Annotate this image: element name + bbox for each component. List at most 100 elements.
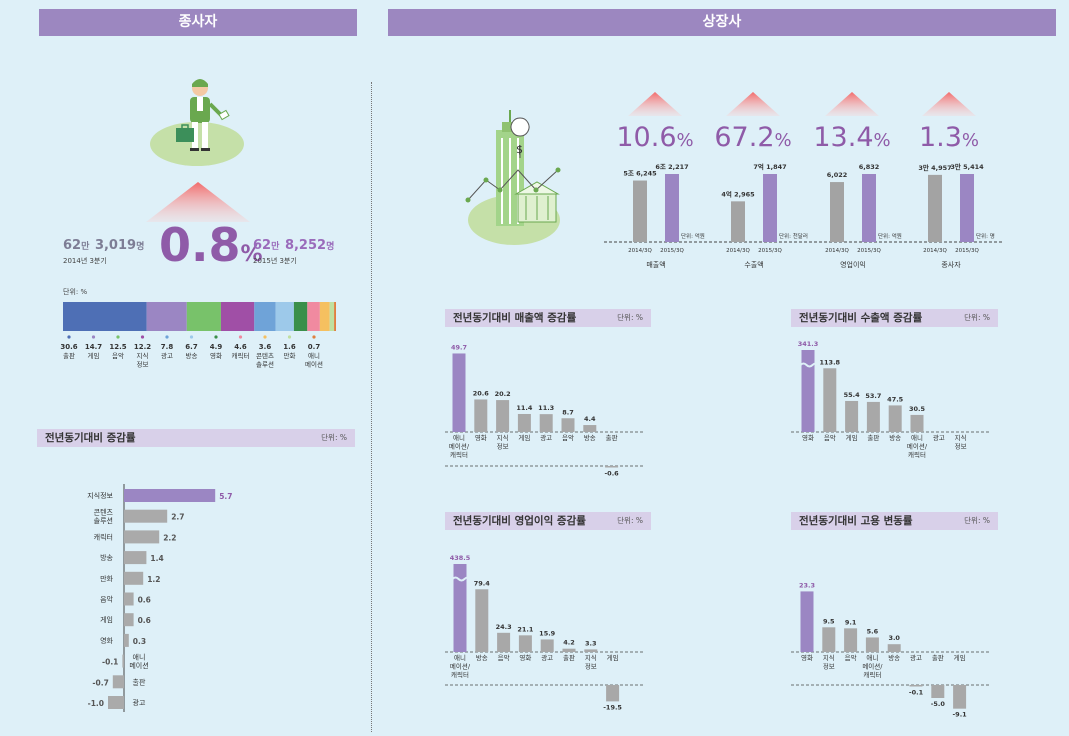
category-label: 방송 [476, 653, 488, 662]
bar [518, 635, 532, 652]
bar-value-label: 6,832 [859, 163, 880, 171]
category-label: 방송 [888, 653, 900, 662]
category-label: 캐릭터 [863, 670, 881, 679]
employees-prev-period: 2014년 3분기 [63, 257, 107, 265]
export-growth-title: 전년동기대비 수출액 증감률 [799, 312, 923, 324]
bar-value-label: 11.4 [516, 404, 533, 412]
category-label: 게임 [518, 433, 530, 442]
bar [496, 400, 510, 432]
bar-value-label: -0.7 [92, 678, 108, 687]
bar-value-label: -1.0 [88, 699, 104, 708]
share-segment [334, 302, 336, 331]
export-growth-header: 전년동기대비 수출액 증감률 단위: % [791, 309, 998, 327]
bar [539, 414, 553, 432]
share-legend-dot [238, 335, 243, 339]
bar [822, 627, 836, 652]
bar [953, 685, 967, 709]
bar-value-label: -5.0 [931, 700, 946, 708]
bar [124, 613, 134, 627]
category-label: 캐릭터 [450, 450, 468, 459]
category-label: 메이션/ [862, 662, 883, 671]
bar-value-label: 20.2 [495, 390, 511, 398]
bar-curr [862, 174, 876, 242]
emp-growth-title: 전년동기대비 증감률 [45, 432, 136, 444]
period-label: 2015/3Q [857, 248, 881, 254]
share-legend-label: 메이션 [305, 360, 323, 369]
bar-value-label: 0.3 [133, 637, 146, 646]
share-segment [275, 302, 294, 331]
listed-companies-banner: 상장사 [388, 9, 1056, 36]
category-label: 콘텐츠 [94, 507, 114, 516]
bar-value-label: -0.6 [604, 470, 619, 478]
category-label: 매출액 [646, 260, 665, 269]
bar [584, 649, 598, 652]
category-label: 출판 [133, 677, 146, 686]
emp-change-header: 전년동기대비 고용 변동률 단위: % [791, 512, 998, 530]
share-legend-dot [67, 335, 71, 339]
bar [800, 591, 814, 652]
metric-arrow-icon [922, 92, 976, 116]
share-segment [307, 302, 320, 331]
category-label: 출판 [932, 653, 944, 662]
bar-prev [830, 182, 844, 242]
bar-value-label: 11.3 [538, 404, 554, 412]
category-label: 캐릭터 [94, 532, 113, 541]
bar-value-label: 79.4 [474, 579, 491, 587]
share-legend-dot [263, 335, 267, 339]
category-label: 게임 [954, 653, 966, 662]
share-segment [146, 302, 187, 331]
category-label: 애니 [911, 433, 923, 442]
emp-growth-unit: 단위: % [321, 433, 347, 442]
op-growth-unit: 단위: % [617, 516, 643, 525]
metric-pct: 13.4% [813, 122, 891, 153]
share-legend-label: 음악 [112, 352, 124, 360]
bar-value-label: 0.6 [138, 596, 151, 605]
bar-value-label: 6,022 [827, 171, 848, 179]
bar-value-label: 1.2 [147, 575, 160, 584]
share-legend-value: 4.9 [210, 343, 223, 351]
category-label: 지식 [955, 433, 967, 442]
bar [888, 405, 902, 432]
category-label: 메이션/ [449, 442, 470, 451]
bar [517, 413, 531, 432]
category-label: 지식 [823, 653, 835, 662]
period-label: 2014/3Q [628, 248, 652, 254]
period-label: 2015/3Q [955, 248, 979, 254]
section-divider [371, 82, 372, 732]
bar-value-label: 23.3 [799, 581, 815, 589]
bar-value-label: 20.6 [473, 389, 490, 397]
category-label: 영화 [802, 433, 814, 442]
share-legend-dot [312, 335, 316, 339]
bar-value-label: 5.7 [219, 492, 232, 501]
bar-value-label: 7억 1,847 [753, 162, 786, 171]
employees-prev-value: 62만 3,019명 [63, 238, 145, 253]
share-legend-label: 게임 [88, 351, 100, 360]
employees-banner: 종사자 [39, 9, 357, 36]
share-legend-value: 7.8 [161, 343, 174, 351]
share-legend-dot [214, 335, 218, 339]
export-growth-unit: 단위: % [964, 313, 990, 322]
period-label: 2015/3Q [758, 248, 782, 254]
bar-value-label: 3만 4,957 [918, 163, 951, 172]
category-label: 메이션 [129, 661, 148, 670]
share-legend-dot [116, 335, 120, 339]
metric-pct: 10.6% [616, 122, 694, 153]
bar [124, 633, 129, 647]
bar-prev [928, 174, 942, 242]
share-legend-label: 애니 [308, 351, 320, 360]
op-growth-header: 전년동기대비 영업이익 증감률 단위: % [445, 512, 651, 530]
share-segment [186, 302, 221, 331]
share-legend-value: 6.7 [185, 343, 198, 351]
bar [124, 509, 168, 523]
bar [562, 648, 576, 652]
bar-value-label: -9.1 [952, 711, 967, 719]
share-legend-label: 영화 [210, 351, 222, 360]
bar-value-label: 30.5 [909, 405, 926, 413]
period-label: 2014/3Q [923, 248, 947, 254]
bar-value-label: 5.6 [867, 627, 879, 635]
sales-growth-unit: 단위: % [617, 313, 643, 322]
bar-value-label: 4.2 [563, 639, 575, 647]
category-label: 수출액 [744, 260, 763, 269]
